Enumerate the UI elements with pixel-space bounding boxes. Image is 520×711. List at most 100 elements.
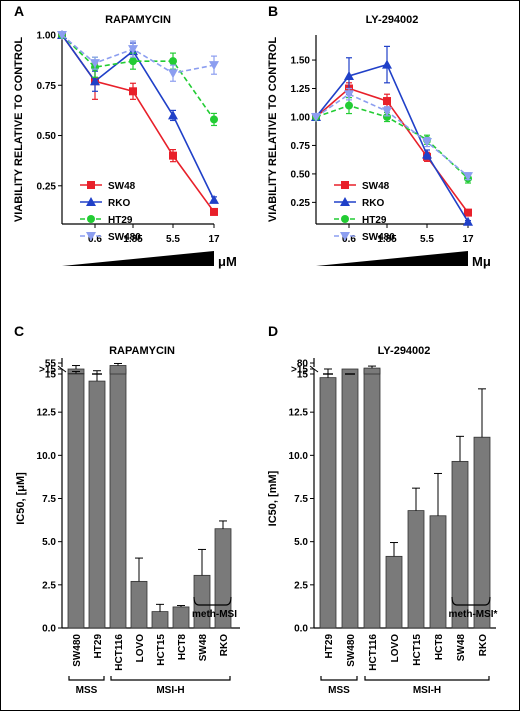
line-panel-a: A RAPAMYCIN 0.25 0.50 0.75 1.00 0.6 1.85 5.5 17 VI… [13, 3, 237, 269]
legend-marker [341, 181, 349, 189]
data-point-sw480 [422, 138, 432, 148]
y-tick-label: 12.5 [37, 408, 57, 419]
category-label: RKO [219, 634, 230, 656]
group-msi-h [364, 676, 490, 681]
y-tick-label: 2.5 [294, 580, 308, 591]
bar-rko [473, 436, 491, 629]
category-label: LOVO [390, 634, 401, 663]
category-label: HCT15 [156, 634, 167, 666]
y-tick-label: 0.50 [291, 169, 311, 180]
y-tick-label: 5.0 [294, 537, 308, 548]
data-point-sw480 [382, 107, 392, 117]
y-axis-label: VIABILITY RELATIVE TO CONTROL [13, 37, 25, 222]
data-point-sw48 [129, 87, 137, 96]
data-point-rko [344, 70, 354, 80]
data-point-ht29 [169, 57, 177, 66]
group-msi-h-label: MSI-H [413, 685, 441, 696]
y-tick-label: 1.00 [37, 31, 57, 42]
legend-marker [87, 215, 95, 223]
y-tick-label: 1.25 [291, 84, 311, 95]
data-point-sw48 [210, 207, 218, 216]
bar-hct116 [109, 368, 127, 629]
x-tick-label: 0.6 [342, 234, 356, 245]
y-tick-label: 10.0 [37, 451, 57, 462]
group-meth-msi [451, 596, 491, 606]
chart-title: LY-294002 [378, 345, 431, 357]
bar-sw48 [451, 460, 469, 629]
data-point-rko [382, 59, 392, 69]
break-tick-label: 80 [297, 359, 309, 370]
bar-ht29 [319, 377, 337, 629]
group-mss-label: MSS [76, 685, 98, 696]
y-tick-label: 10.0 [289, 451, 309, 462]
data-point-sw480 [168, 69, 178, 79]
bar-hct8 [172, 606, 190, 629]
data-point-sw48 [383, 97, 391, 106]
y-tick-label: 0.75 [291, 141, 311, 152]
category-label: SW480 [72, 634, 83, 667]
data-point-ht29 [129, 57, 137, 66]
y-axis-label: IC50, [μM] [15, 472, 27, 525]
panel-letter: A [14, 3, 24, 19]
group-mss [320, 676, 358, 681]
data-point-sw480 [209, 61, 219, 71]
data-point-sw480 [57, 31, 67, 40]
category-label: HT29 [93, 634, 104, 659]
y-tick-label: 1.00 [291, 112, 311, 123]
chart-title: RAPAMYCIN [105, 14, 171, 26]
legend-label: SW480 [362, 232, 395, 243]
category-label: HCT116 [368, 634, 379, 671]
y-tick-label: >15 [39, 365, 56, 376]
legend: SW48 RKO HT29 SW480 [334, 181, 395, 243]
category-label: SW48 [198, 634, 209, 662]
data-point-sw480 [463, 172, 473, 182]
bar-upper-sw480 [67, 373, 85, 375]
x-tick-label: 1.85 [123, 234, 143, 245]
y-tick-label: 7.5 [42, 494, 56, 505]
x-tick-label: 1.85 [377, 234, 397, 245]
data-point-rko [422, 149, 432, 159]
group-msi-h [110, 676, 231, 681]
legend-label: RKO [108, 198, 130, 209]
bar-hct116 [363, 368, 381, 629]
group-mss-label: MSS [328, 685, 350, 696]
legend-marker [340, 232, 350, 241]
data-point-ht29 [345, 101, 353, 110]
category-label: HCT15 [412, 634, 423, 666]
dose-wedge [316, 251, 468, 266]
legend-label: HT29 [362, 215, 387, 226]
x-tick-label: 5.5 [420, 234, 434, 245]
legend-marker [86, 197, 96, 206]
data-point-ht29 [383, 112, 391, 121]
data-point-sw480 [344, 90, 354, 100]
y-tick-label: 0.75 [37, 81, 57, 92]
bar-hct15 [151, 611, 169, 629]
break-tick-label: 15 [45, 370, 57, 381]
panel-letter: C [14, 323, 24, 339]
group-meth-msi-label: meth-MSI [192, 609, 237, 620]
data-point-sw480 [90, 59, 100, 69]
data-point-sw480 [128, 45, 138, 55]
group-meth-msi-label: meth-MSI* [449, 609, 498, 620]
category-label: SW48 [456, 634, 467, 662]
bar-ht29 [88, 380, 106, 629]
y-tick-label: 0.25 [37, 181, 57, 192]
y-axis-label: IC50, [mM] [267, 470, 279, 526]
category-label: HCT8 [177, 634, 188, 661]
y-tick-label: 0.25 [291, 198, 311, 209]
legend: SW48 RKO HT29 SW480 [80, 181, 141, 243]
legend-label: SW480 [108, 232, 141, 243]
x-tick-label: 17 [208, 234, 220, 245]
category-label: SW480 [346, 634, 357, 667]
figure-layer: A RAPAMYCIN 0.25 0.50 0.75 1.00 0.6 1.85 5.5 17 VI… [13, 3, 498, 696]
category-label: HCT8 [434, 634, 445, 661]
data-point-rko [209, 194, 219, 204]
data-point-rko [168, 110, 178, 120]
bar-lovo [385, 555, 403, 629]
data-point-sw480 [311, 112, 321, 122]
dose-wedge [62, 251, 214, 266]
bar-sw48 [193, 574, 211, 629]
